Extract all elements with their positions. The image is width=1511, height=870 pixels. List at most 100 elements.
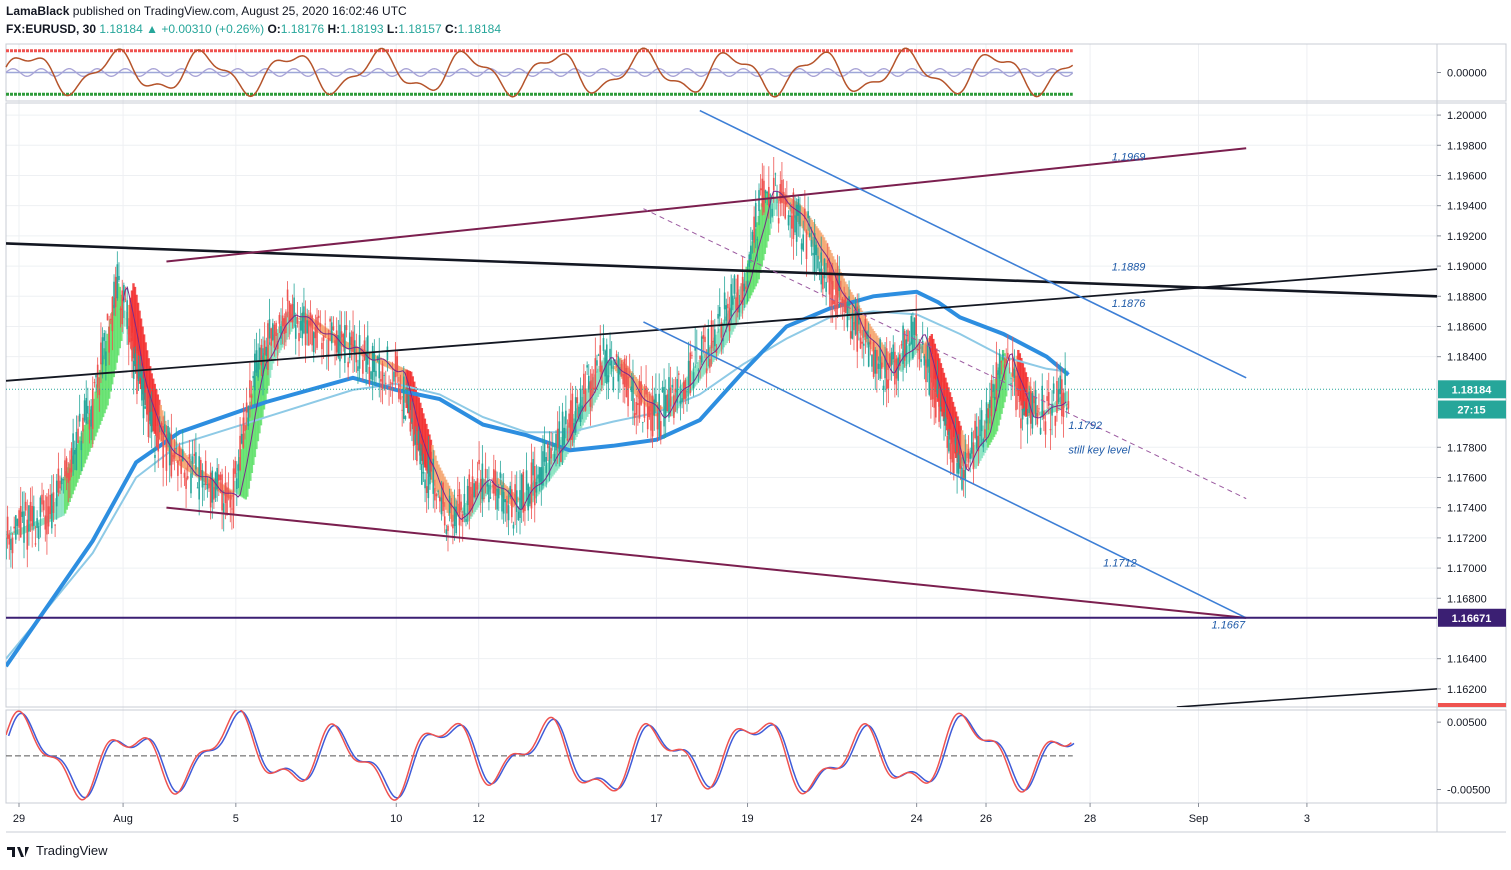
candle-body bbox=[231, 508, 233, 510]
symbol-label[interactable]: FX:EURUSD, 30 bbox=[6, 22, 97, 36]
candle-body bbox=[1007, 352, 1009, 359]
price-tick-label: 1.17800 bbox=[1447, 442, 1487, 454]
candle-body bbox=[882, 385, 885, 390]
candle-body bbox=[51, 493, 53, 529]
candle-body bbox=[499, 472, 502, 478]
candle-body bbox=[344, 325, 346, 363]
candle-body bbox=[463, 493, 466, 515]
candle-body bbox=[6, 537, 7, 560]
candle-body bbox=[291, 304, 294, 323]
candle-body bbox=[993, 396, 996, 401]
candle-body bbox=[304, 315, 307, 346]
candle-body bbox=[854, 303, 857, 335]
candle-body bbox=[260, 344, 263, 366]
candle-body bbox=[489, 497, 492, 499]
candle-body bbox=[306, 320, 309, 334]
candle-body bbox=[290, 304, 292, 322]
candle-body bbox=[501, 485, 503, 512]
close-label: C: bbox=[444, 22, 458, 36]
candle-body bbox=[352, 331, 354, 353]
candle-body bbox=[1002, 354, 1004, 360]
candle-body bbox=[957, 455, 960, 474]
candle-body bbox=[6, 516, 9, 539]
candle-body bbox=[131, 341, 133, 362]
candle-body bbox=[293, 297, 295, 317]
candle-body bbox=[204, 460, 207, 485]
candle-body bbox=[977, 435, 980, 452]
candle-body bbox=[457, 495, 459, 497]
candle-body bbox=[610, 360, 613, 369]
candle-body bbox=[116, 264, 119, 299]
annotation-label: still key level bbox=[1068, 444, 1130, 456]
author-name[interactable]: LamaBlack bbox=[6, 4, 70, 18]
candle-body bbox=[782, 191, 785, 200]
candle-body bbox=[897, 357, 899, 381]
candle-body bbox=[276, 341, 279, 349]
candle-body bbox=[751, 231, 754, 241]
price-tick-label: 1.18800 bbox=[1447, 291, 1487, 303]
candle-body bbox=[871, 354, 873, 367]
candle-body bbox=[912, 321, 914, 359]
publish-line: LamaBlack published on TradingView.com, … bbox=[6, 4, 407, 18]
chart-canvas[interactable]: 1.1969 1.1889 1.1876 1.1792 still key level 1… bbox=[0, 0, 1511, 838]
candle-body bbox=[285, 311, 287, 334]
candle-body bbox=[933, 385, 935, 408]
candle-body bbox=[687, 360, 690, 386]
candle-body bbox=[903, 331, 906, 361]
candle-body bbox=[62, 479, 65, 481]
candle-body bbox=[781, 179, 783, 204]
candle-body bbox=[507, 505, 510, 521]
candle-body bbox=[615, 354, 618, 358]
candle-body bbox=[365, 352, 367, 373]
candle-body bbox=[917, 349, 919, 350]
candle-body bbox=[82, 417, 84, 432]
candle-body bbox=[720, 322, 723, 338]
candle-body bbox=[296, 316, 299, 324]
candle-body bbox=[813, 233, 816, 273]
candle-body bbox=[594, 358, 597, 389]
candle-body bbox=[700, 336, 703, 363]
candle-body bbox=[11, 537, 14, 554]
candle-body bbox=[90, 406, 92, 427]
candle-body bbox=[57, 468, 60, 493]
candle-body bbox=[42, 500, 45, 511]
candle-body bbox=[535, 482, 538, 493]
candle-body bbox=[972, 442, 975, 470]
candle-body bbox=[126, 300, 128, 330]
candle-body bbox=[504, 499, 507, 503]
close-value: 1.18184 bbox=[457, 22, 502, 36]
symbol-line: FX:EURUSD, 30 1.18184 ▲ +0.00310 (+0.26%… bbox=[6, 22, 501, 36]
candle-body bbox=[990, 380, 993, 417]
time-tick-label: 5 bbox=[233, 813, 239, 825]
candle-body bbox=[532, 459, 534, 476]
candle-body bbox=[1054, 415, 1057, 426]
candle-body bbox=[13, 526, 15, 529]
candle-body bbox=[141, 370, 143, 401]
candle-body bbox=[19, 506, 22, 538]
candle-body bbox=[101, 337, 104, 365]
candle-body bbox=[892, 344, 895, 360]
candle-body bbox=[953, 442, 955, 474]
candle-body bbox=[80, 440, 83, 451]
candle-body bbox=[60, 477, 63, 485]
bottom-price-tick-label: -0.00500 bbox=[1447, 785, 1490, 797]
candle-body bbox=[168, 432, 171, 466]
candle-body bbox=[668, 377, 670, 418]
candle-body bbox=[242, 417, 245, 448]
candle-body bbox=[589, 381, 592, 407]
candle-body bbox=[342, 334, 345, 343]
candle-body bbox=[835, 274, 837, 317]
candle-body bbox=[453, 506, 456, 527]
candle-body bbox=[949, 443, 952, 460]
price-tick-label: 1.17400 bbox=[1447, 503, 1487, 515]
candle-body bbox=[299, 320, 302, 331]
candle-body bbox=[265, 346, 268, 356]
price-badge bbox=[1438, 400, 1506, 419]
candle-body bbox=[145, 388, 148, 415]
candle-body bbox=[49, 494, 51, 514]
candle-body bbox=[989, 399, 991, 408]
candle-body bbox=[139, 373, 142, 377]
candle-body bbox=[244, 424, 246, 431]
time-tick-label: 17 bbox=[650, 813, 662, 825]
candle-body bbox=[763, 180, 765, 213]
